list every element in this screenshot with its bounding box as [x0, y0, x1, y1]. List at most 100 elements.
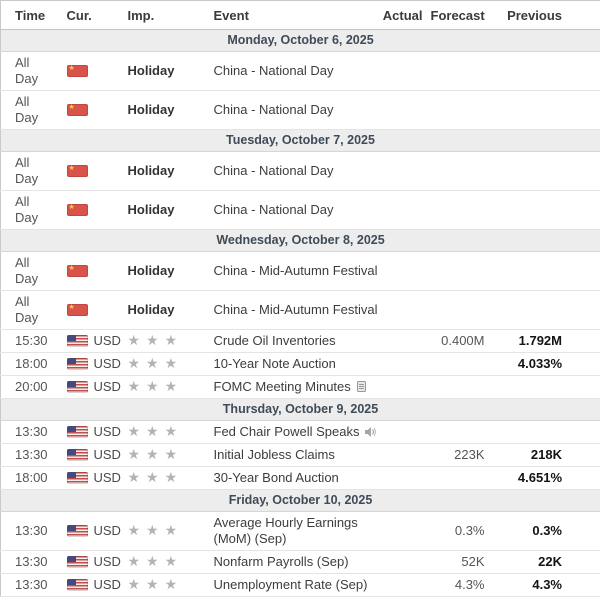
- currency-cell: ★: [53, 152, 115, 191]
- event-link[interactable]: China - Mid-Autumn Festival: [214, 263, 378, 278]
- importance-stars: ★★★: [128, 332, 184, 348]
- us-flag-icon: [67, 472, 88, 484]
- event-link[interactable]: Nonfarm Payrolls (Sep): [214, 554, 349, 569]
- importance-stars: ★★★: [128, 378, 184, 394]
- importance-cell: Holiday: [115, 252, 201, 291]
- event-link[interactable]: Initial Jobless Claims: [214, 447, 335, 462]
- event-row: All Day ★ Holiday China - National Day: [1, 191, 600, 230]
- time-cell: 20:00: [1, 376, 53, 399]
- event-cell: Crude Oil Inventories: [201, 330, 381, 353]
- actual-value: [381, 152, 431, 191]
- importance-stars: ★★★: [128, 469, 184, 485]
- forecast-value: [431, 52, 493, 91]
- event-link[interactable]: 10-Year Note Auction: [214, 356, 336, 371]
- previous-value: [493, 91, 600, 130]
- currency-code: USD: [94, 424, 121, 439]
- event-cell: China - National Day: [201, 191, 381, 230]
- importance-stars: ★★★: [128, 553, 184, 569]
- day-header-row: Tuesday, October 7, 2025: [1, 130, 600, 152]
- time-cell: All Day: [1, 191, 53, 230]
- event-cell: Unemployment Rate (Sep): [201, 574, 381, 597]
- day-header-label: Thursday, October 9, 2025: [1, 399, 600, 421]
- previous-value: 4.651%: [493, 467, 600, 490]
- event-cell: China - National Day: [201, 152, 381, 191]
- time-cell: 13:30: [1, 444, 53, 467]
- speaker-icon: [364, 426, 377, 438]
- actual-value: [381, 91, 431, 130]
- forecast-value: [431, 421, 493, 444]
- actual-value: [381, 512, 431, 551]
- day-header-label: Tuesday, October 7, 2025: [1, 130, 600, 152]
- event-link[interactable]: 30-Year Bond Auction: [214, 470, 339, 485]
- time-cell: 13:30: [1, 512, 53, 551]
- time-cell: 15:30: [1, 330, 53, 353]
- us-flag-icon: [67, 335, 88, 347]
- event-link[interactable]: China - National Day: [214, 163, 334, 178]
- time-cell: All Day: [1, 152, 53, 191]
- china-flag-icon: ★: [67, 204, 88, 216]
- event-link[interactable]: China - National Day: [214, 102, 334, 117]
- event-cell: Nonfarm Payrolls (Sep): [201, 551, 381, 574]
- china-flag-icon: ★: [67, 304, 88, 316]
- column-header-previous: Previous: [493, 1, 600, 30]
- importance-stars: ★★★: [128, 355, 184, 371]
- previous-value: 4.3%: [493, 574, 600, 597]
- currency-cell: USD: [53, 353, 115, 376]
- holiday-label: Holiday: [128, 263, 175, 278]
- report-icon: [356, 380, 367, 393]
- forecast-value: [431, 252, 493, 291]
- event-link[interactable]: China - National Day: [214, 202, 334, 217]
- currency-code: USD: [94, 470, 121, 485]
- previous-value: [493, 291, 600, 330]
- forecast-value: 4.3%: [431, 574, 493, 597]
- previous-value: [493, 152, 600, 191]
- actual-value: [381, 467, 431, 490]
- event-link[interactable]: FOMC Meeting Minutes: [214, 379, 351, 394]
- day-header-row: Friday, October 10, 2025: [1, 490, 600, 512]
- us-flag-icon: [67, 381, 88, 393]
- event-link[interactable]: Crude Oil Inventories: [214, 333, 336, 348]
- importance-cell: Holiday: [115, 91, 201, 130]
- column-header-time: Time: [1, 1, 53, 30]
- event-cell: China - National Day: [201, 52, 381, 91]
- column-header-currency: Cur.: [53, 1, 115, 30]
- previous-value: 1.792M: [493, 330, 600, 353]
- forecast-value: [431, 467, 493, 490]
- actual-value: [381, 376, 431, 399]
- event-link[interactable]: Average Hourly Earnings (MoM) (Sep): [214, 515, 358, 546]
- event-link[interactable]: Unemployment Rate (Sep): [214, 577, 368, 592]
- currency-cell: USD: [53, 376, 115, 399]
- actual-value: [381, 291, 431, 330]
- importance-cell: ★★★: [115, 551, 201, 574]
- day-header-row: Wednesday, October 8, 2025: [1, 230, 600, 252]
- holiday-label: Holiday: [128, 202, 175, 217]
- event-link[interactable]: China - National Day: [214, 63, 334, 78]
- importance-cell: ★★★: [115, 444, 201, 467]
- event-cell: China - Mid-Autumn Festival: [201, 252, 381, 291]
- importance-cell: Holiday: [115, 191, 201, 230]
- forecast-value: 0.3%: [431, 512, 493, 551]
- currency-cell: ★: [53, 191, 115, 230]
- event-link[interactable]: Fed Chair Powell Speaks: [214, 424, 360, 439]
- importance-stars: ★★★: [128, 446, 184, 462]
- event-link[interactable]: China - Mid-Autumn Festival: [214, 302, 378, 317]
- event-row: All Day★ Holiday China - National Day: [1, 91, 600, 130]
- previous-value: 0.3%: [493, 512, 600, 551]
- time-cell: All Day: [1, 91, 53, 130]
- holiday-label: Holiday: [128, 102, 175, 117]
- importance-stars: ★★★: [128, 522, 184, 538]
- forecast-value: [431, 191, 493, 230]
- actual-value: [381, 330, 431, 353]
- actual-value: [381, 252, 431, 291]
- forecast-value: 52K: [431, 551, 493, 574]
- time-cell: 13:30: [1, 421, 53, 444]
- currency-cell: ★: [53, 91, 115, 130]
- previous-value: [493, 421, 600, 444]
- importance-cell: ★★★: [115, 512, 201, 551]
- day-header-label: Friday, October 10, 2025: [1, 490, 600, 512]
